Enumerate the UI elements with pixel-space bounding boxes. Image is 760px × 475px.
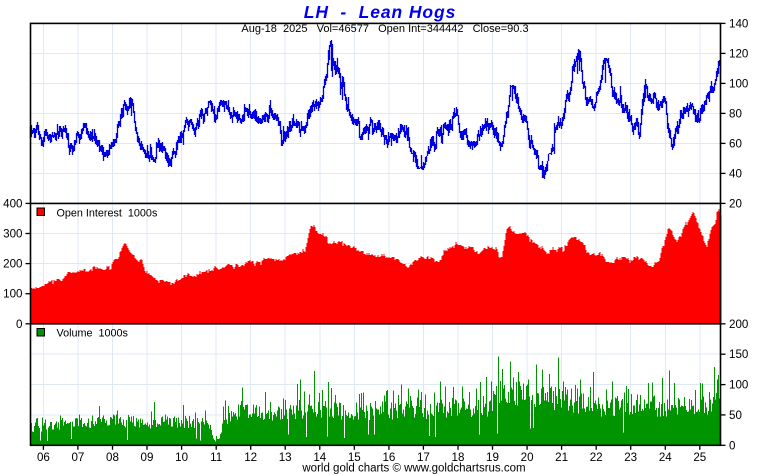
svg-text:40: 40 bbox=[729, 167, 742, 180]
svg-text:150: 150 bbox=[729, 348, 748, 361]
svg-text:world gold charts © www.goldch: world gold charts © www.goldchartsrus.co… bbox=[301, 463, 525, 475]
svg-text:50: 50 bbox=[729, 409, 742, 422]
svg-text:120: 120 bbox=[729, 47, 748, 60]
svg-text:20: 20 bbox=[729, 197, 742, 210]
svg-text:200: 200 bbox=[3, 258, 22, 271]
svg-text:140: 140 bbox=[729, 17, 748, 30]
svg-text:13: 13 bbox=[279, 451, 292, 464]
svg-text:22: 22 bbox=[590, 451, 603, 464]
svg-text:60: 60 bbox=[729, 137, 742, 150]
svg-text:14: 14 bbox=[313, 451, 326, 464]
svg-text:11: 11 bbox=[210, 451, 222, 464]
svg-text:08: 08 bbox=[106, 451, 119, 464]
svg-text:06: 06 bbox=[37, 451, 50, 464]
svg-text:07: 07 bbox=[71, 451, 84, 464]
svg-text:18: 18 bbox=[452, 451, 465, 464]
svg-text:100: 100 bbox=[3, 288, 22, 301]
svg-text:0: 0 bbox=[16, 318, 22, 331]
svg-text:12: 12 bbox=[244, 451, 257, 464]
svg-text:19: 19 bbox=[486, 451, 499, 464]
svg-text:Aug-18 2025 Vol=46577 Ope: Aug-18 2025 Vol=46577 Open Int=344442 Cl… bbox=[241, 23, 528, 35]
svg-text:300: 300 bbox=[3, 228, 22, 241]
svg-text:100: 100 bbox=[729, 379, 748, 392]
svg-text:Volume 1000s: Volume 1000s bbox=[57, 328, 129, 340]
svg-text:Open Interest 1000s: Open Interest 1000s bbox=[57, 208, 158, 220]
svg-text:16: 16 bbox=[382, 451, 395, 464]
svg-text:09: 09 bbox=[141, 451, 154, 464]
svg-text:400: 400 bbox=[3, 197, 22, 210]
svg-text:0: 0 bbox=[729, 439, 735, 452]
svg-text:80: 80 bbox=[729, 107, 742, 120]
svg-text:100: 100 bbox=[729, 77, 748, 90]
svg-text:15: 15 bbox=[348, 451, 361, 464]
svg-text:200: 200 bbox=[729, 318, 748, 331]
svg-text:20: 20 bbox=[521, 451, 534, 464]
svg-text:24: 24 bbox=[659, 451, 672, 464]
svg-text:LH - Lean Hogs: LH - Lean Hogs bbox=[304, 2, 456, 22]
svg-text:23: 23 bbox=[624, 451, 637, 464]
svg-text:25: 25 bbox=[693, 451, 706, 464]
svg-text:21: 21 bbox=[555, 451, 568, 464]
svg-text:10: 10 bbox=[175, 451, 188, 464]
svg-text:17: 17 bbox=[417, 451, 430, 464]
